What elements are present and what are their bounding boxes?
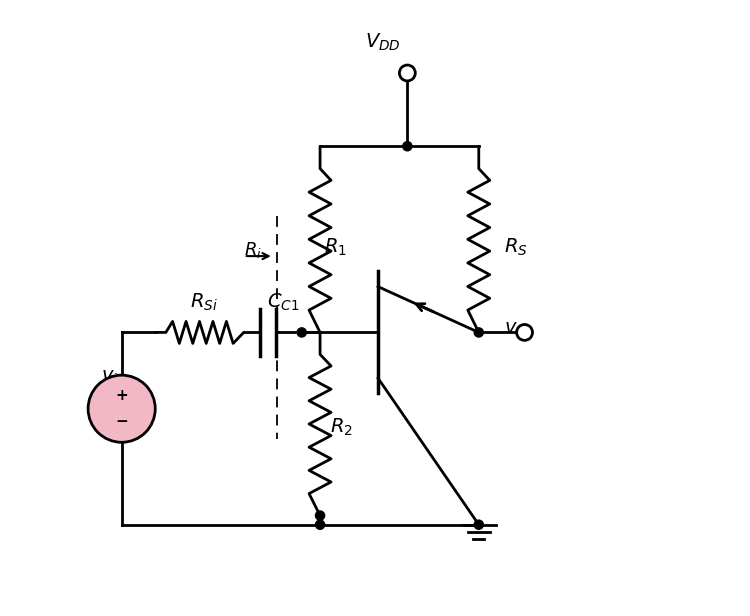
- Circle shape: [316, 520, 325, 529]
- Text: $v_i$: $v_i$: [100, 369, 118, 387]
- Text: $R_1$: $R_1$: [324, 237, 346, 257]
- Circle shape: [474, 328, 483, 337]
- Circle shape: [474, 520, 483, 529]
- Text: −: −: [116, 414, 128, 429]
- Circle shape: [316, 511, 325, 520]
- Circle shape: [517, 325, 532, 341]
- Text: $R_2$: $R_2$: [330, 416, 352, 438]
- Text: +: +: [116, 389, 128, 403]
- Text: $v_O$: $v_O$: [503, 320, 527, 339]
- Circle shape: [297, 328, 306, 337]
- Text: $R_S$: $R_S$: [503, 237, 527, 257]
- Text: $V_{DD}$: $V_{DD}$: [365, 32, 400, 53]
- Text: $R_{Si}$: $R_{Si}$: [190, 291, 218, 312]
- Text: $R_i$: $R_i$: [244, 240, 262, 260]
- Circle shape: [88, 375, 155, 442]
- Circle shape: [403, 142, 412, 151]
- Text: $C_{C1}$: $C_{C1}$: [267, 291, 300, 312]
